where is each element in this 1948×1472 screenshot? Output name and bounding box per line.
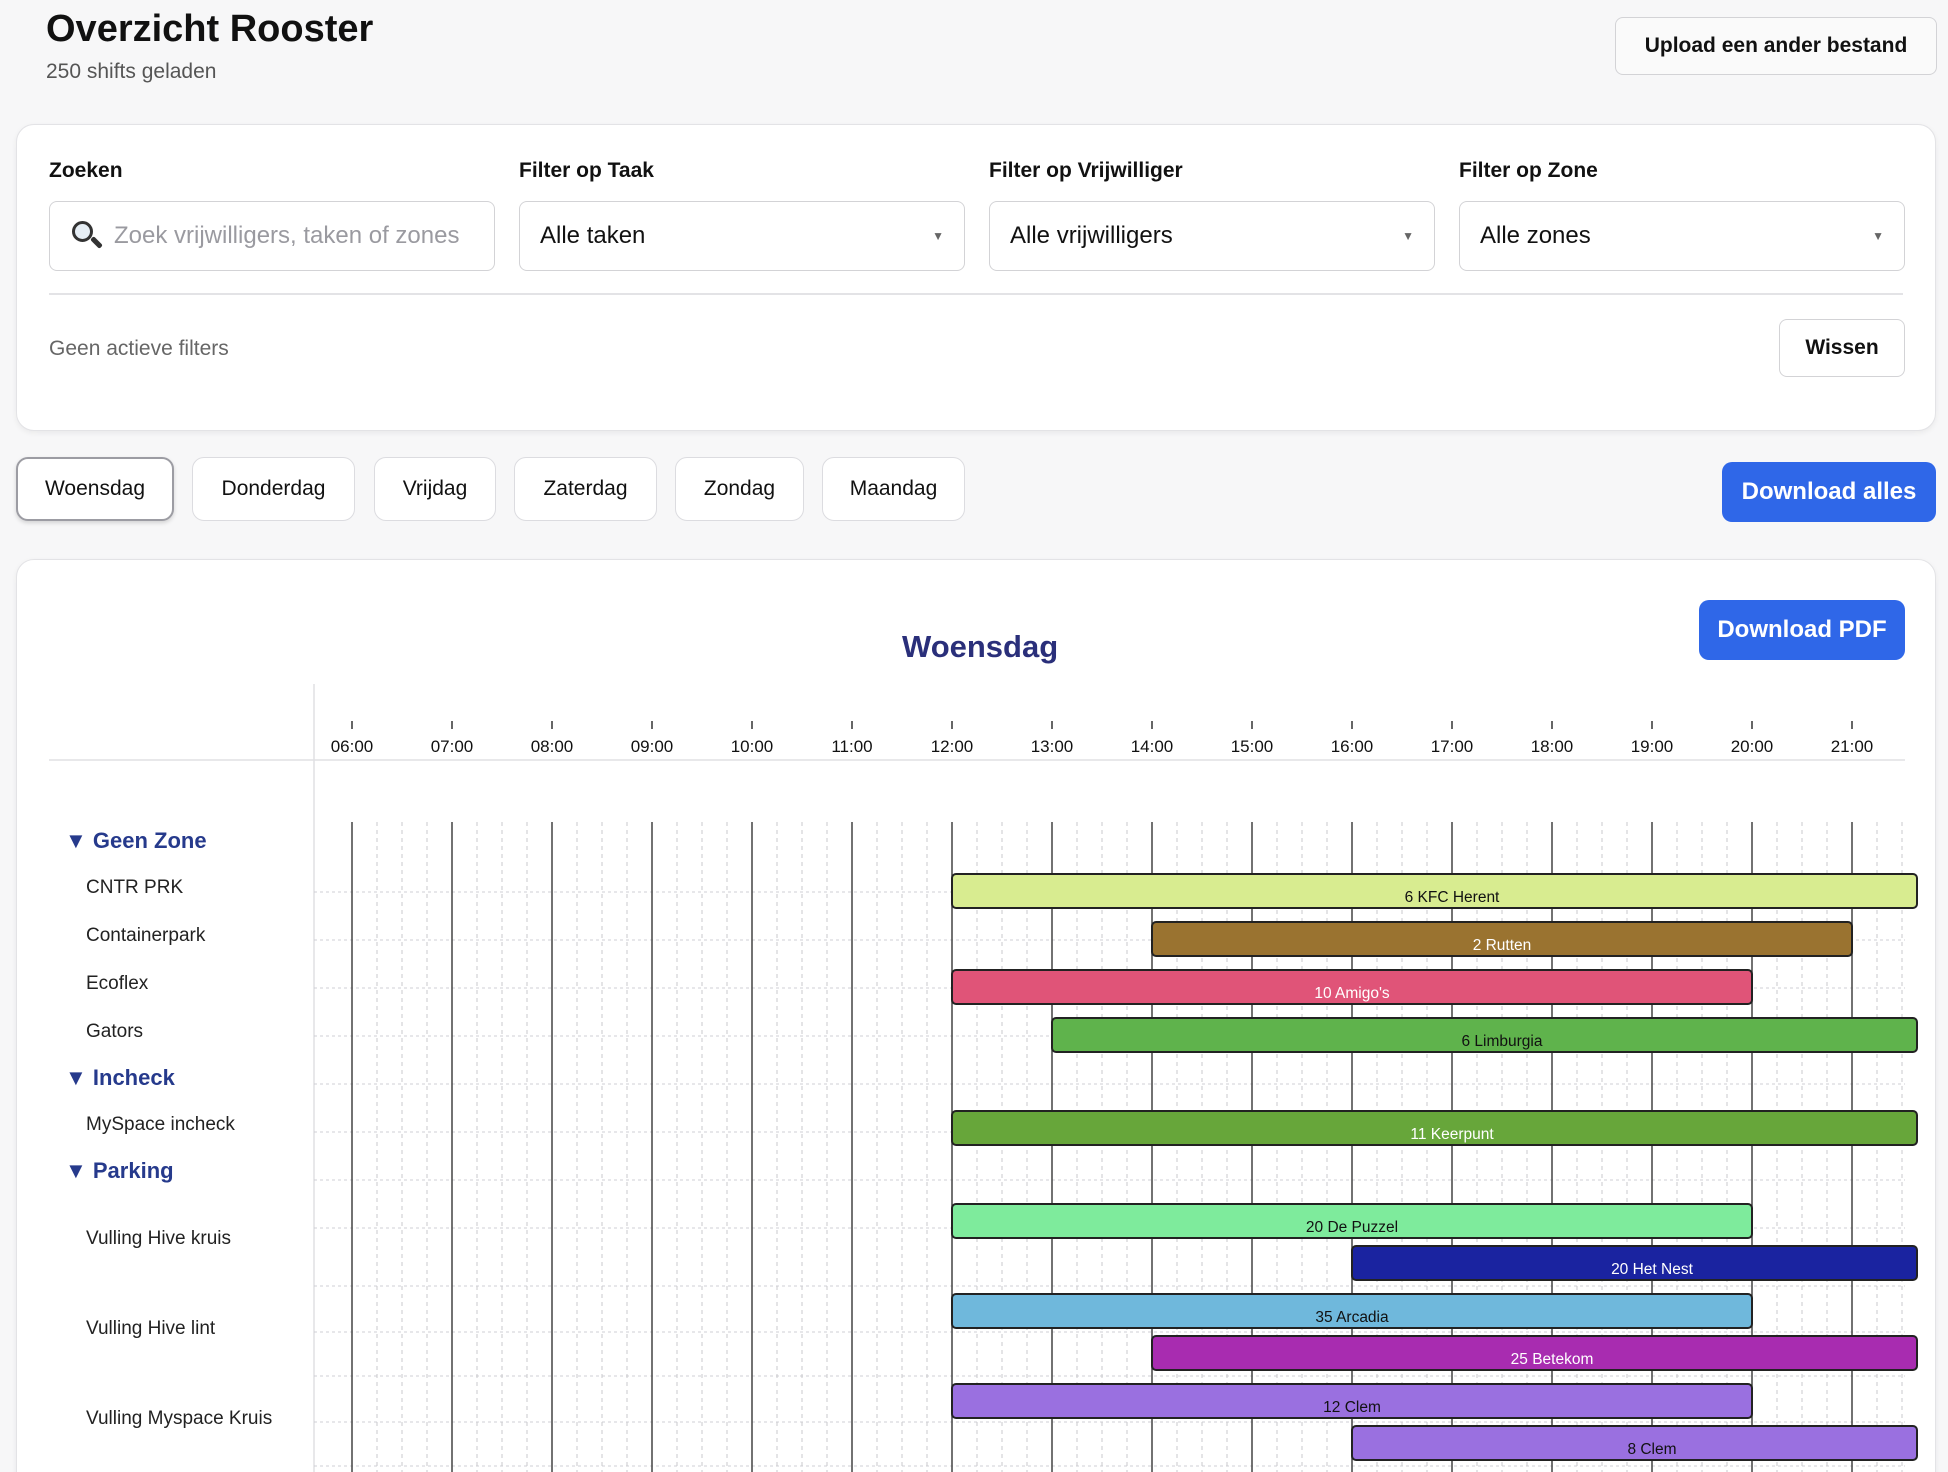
search-box[interactable] (49, 201, 495, 271)
zone-header-geen-zone[interactable]: ▼ Geen Zone (65, 828, 207, 853)
zone-header-incheck[interactable]: ▼ Incheck (65, 1065, 175, 1090)
hour-tick-label: 18:00 (1531, 737, 1574, 756)
shift-bar (1351, 1245, 1918, 1281)
zone-filter-value: Alle zones (1480, 222, 1591, 249)
hour-tick-label: 06:00 (331, 737, 374, 756)
task-filter-label: Filter op Taak (519, 159, 654, 182)
clear-filters-button[interactable]: Wissen (1779, 319, 1905, 377)
page-title: Overzicht Rooster (46, 8, 374, 50)
row-label-vulling-myspace-kruis: Vulling Myspace Kruis (86, 1408, 273, 1429)
shift-bar (1351, 1425, 1918, 1461)
shift-bar-label: 25 Betekom (1511, 1351, 1594, 1368)
shift-bar-label: 20 Het Nest (1611, 1261, 1694, 1278)
hour-tick-label: 11:00 (831, 737, 872, 756)
shift-bar-label: 35 Arcadia (1315, 1309, 1389, 1326)
tab-woensdag[interactable]: Woensdag (16, 457, 174, 521)
zone-filter-group: Filter op Zone Alle zones ▼ (1459, 159, 1905, 271)
row-label-vulling-hive-kruis: Vulling Hive kruis (86, 1228, 232, 1249)
shift-bar-label: 6 KFC Herent (1405, 889, 1500, 906)
shift-bar (1151, 921, 1853, 957)
row-label-cntr-prk: CNTR PRK (86, 877, 184, 898)
tab-zaterdag[interactable]: Zaterdag (514, 457, 657, 521)
shift-bar-label: 20 De Puzzel (1306, 1219, 1398, 1236)
row-label-vulling-hive-lint: Vulling Hive lint (86, 1318, 216, 1339)
volunteer-filter-select[interactable]: Alle vrijwilligers ▼ (989, 201, 1435, 271)
shift-bar (1151, 1335, 1918, 1371)
download-pdf-button[interactable]: Download PDF (1699, 600, 1905, 660)
hour-tick-label: 08:00 (531, 737, 574, 756)
search-label: Zoeken (49, 159, 123, 182)
hour-tick-label: 15:00 (1231, 737, 1274, 756)
chevron-down-icon: ▼ (1402, 229, 1414, 243)
zone-filter-select[interactable]: Alle zones ▼ (1459, 201, 1905, 271)
shift-bar (1051, 1017, 1918, 1053)
task-filter-value: Alle taken (540, 222, 646, 249)
hour-tick-label: 20:00 (1731, 737, 1774, 756)
shift-bar-label: 10 Amigo's (1314, 985, 1390, 1002)
task-filter-group: Filter op Taak Alle taken ▼ (519, 159, 965, 271)
task-filter-select[interactable]: Alle taken ▼ (519, 201, 965, 271)
shift-bar-label: 2 Rutten (1473, 937, 1532, 954)
row-label-containerpark: Containerpark (86, 925, 206, 946)
schedule-panel: Woensdag Download PDF 06:00 07:00 08:00 09:… (16, 559, 1936, 1472)
active-filters-text: Geen actieve filters (49, 337, 229, 360)
shift-bar-label: 8 Clem (1627, 1441, 1676, 1458)
hour-tick-label: 19:00 (1631, 737, 1674, 756)
hour-tick-label: 17:00 (1431, 737, 1474, 756)
filter-panel: Zoeken Filter op Taak Alle taken ▼ Filte… (16, 124, 1936, 431)
tab-zondag[interactable]: Zondag (675, 457, 804, 521)
shift-bar (951, 969, 1753, 1005)
tab-maandag[interactable]: Maandag (822, 457, 965, 521)
shift-bar (951, 873, 1918, 909)
shift-bar (951, 1383, 1753, 1419)
filter-divider (49, 293, 1903, 295)
row-label-ecoflex: Ecoflex (86, 973, 149, 994)
row-label-gators: Gators (86, 1021, 144, 1042)
search-icon (70, 219, 104, 253)
search-input[interactable] (114, 222, 474, 250)
shift-bar (951, 1203, 1753, 1239)
shift-bar-label: 6 Limburgia (1462, 1033, 1543, 1050)
volunteer-filter-group: Filter op Vrijwilliger Alle vrijwilliger… (989, 159, 1435, 271)
chevron-down-icon: ▼ (1872, 229, 1884, 243)
download-all-button[interactable]: Download alles (1722, 462, 1936, 522)
shift-bar (951, 1110, 1918, 1146)
gantt-chart: 06:00 07:00 08:00 09:00 10:00 11:00 12:00 13:00… (49, 684, 1918, 1472)
hour-tick-label: 13:00 (1031, 737, 1074, 756)
volunteer-filter-label: Filter op Vrijwilliger (989, 159, 1183, 182)
shift-bar (951, 1293, 1753, 1329)
upload-button[interactable]: Upload een ander bestand (1615, 17, 1937, 75)
hour-tick-label: 07:00 (431, 737, 474, 756)
chevron-down-icon: ▼ (932, 229, 944, 243)
hour-tick-label: 21:00 (1831, 737, 1874, 756)
hour-tick-label: 16:00 (1331, 737, 1374, 756)
zone-header-parking[interactable]: ▼ Parking (65, 1158, 174, 1183)
shift-count: 250 shifts geladen (46, 60, 217, 83)
volunteer-filter-value: Alle vrijwilligers (1010, 222, 1173, 249)
row-label-myspace-incheck: MySpace incheck (86, 1114, 235, 1135)
zone-filter-label: Filter op Zone (1459, 159, 1598, 182)
shift-bar-label: 12 Clem (1323, 1399, 1381, 1416)
tab-vrijdag[interactable]: Vrijdag (374, 457, 496, 521)
tab-donderdag[interactable]: Donderdag (192, 457, 355, 521)
hour-tick-label: 10:00 (731, 737, 774, 756)
schedule-day-title: Woensdag (902, 629, 1059, 664)
hour-tick-label: 12:00 (931, 737, 974, 756)
shift-bar-label: 11 Keerpunt (1410, 1126, 1494, 1143)
hour-tick-label: 09:00 (631, 737, 674, 756)
search-group: Zoeken (49, 159, 495, 271)
hour-tick-label: 14:00 (1131, 737, 1174, 756)
